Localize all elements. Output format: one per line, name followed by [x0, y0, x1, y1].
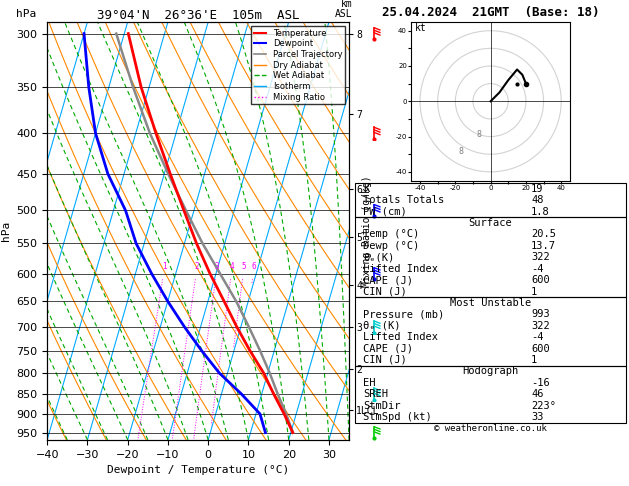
Text: 322: 322	[532, 321, 550, 331]
Text: 20.5: 20.5	[532, 229, 556, 240]
Text: Pressure (mb): Pressure (mb)	[364, 309, 445, 319]
Text: 223°: 223°	[532, 400, 556, 411]
X-axis label: Dewpoint / Temperature (°C): Dewpoint / Temperature (°C)	[107, 465, 289, 475]
Text: km
ASL: km ASL	[335, 0, 352, 19]
Text: 322: 322	[532, 252, 550, 262]
Text: Lifted Index: Lifted Index	[364, 264, 438, 274]
Text: hPa: hPa	[16, 9, 36, 19]
Text: PW (cm): PW (cm)	[364, 207, 407, 217]
Text: kt: kt	[415, 23, 426, 33]
Text: 1: 1	[532, 355, 537, 365]
Title: 39°04'N  26°36'E  105m  ASL: 39°04'N 26°36'E 105m ASL	[97, 9, 299, 22]
Text: 8: 8	[459, 147, 464, 156]
Text: 13.7: 13.7	[532, 241, 556, 251]
Text: Lifted Index: Lifted Index	[364, 332, 438, 342]
Text: Temp (°C): Temp (°C)	[364, 229, 420, 240]
Text: 600: 600	[532, 275, 550, 285]
Text: θₑ(K): θₑ(K)	[364, 252, 395, 262]
Text: 19: 19	[532, 184, 543, 194]
Text: EH: EH	[364, 378, 376, 388]
Bar	[355, 183, 626, 217]
Text: StmSpd (kt): StmSpd (kt)	[364, 412, 432, 422]
Text: 2: 2	[194, 261, 199, 271]
Text: CAPE (J): CAPE (J)	[364, 344, 413, 353]
Bar	[355, 365, 626, 423]
Text: 4: 4	[230, 261, 234, 271]
Text: 1.8: 1.8	[532, 207, 550, 217]
Bar	[355, 217, 626, 297]
Text: 1: 1	[532, 287, 537, 296]
Text: -4: -4	[532, 332, 543, 342]
Text: -16: -16	[532, 378, 550, 388]
Text: 3: 3	[214, 261, 219, 271]
Text: Totals Totals: Totals Totals	[364, 195, 445, 205]
Bar	[355, 297, 626, 365]
Text: StmDir: StmDir	[364, 400, 401, 411]
Text: 46: 46	[532, 389, 543, 399]
Text: 1: 1	[162, 261, 166, 271]
Text: 6: 6	[252, 261, 256, 271]
Text: 5: 5	[242, 261, 246, 271]
Y-axis label: hPa: hPa	[1, 221, 11, 241]
Text: -4: -4	[532, 264, 543, 274]
Text: 33: 33	[532, 412, 543, 422]
Text: CIN (J): CIN (J)	[364, 287, 407, 296]
Text: 993: 993	[532, 309, 550, 319]
Text: 25.04.2024  21GMT  (Base: 18): 25.04.2024 21GMT (Base: 18)	[382, 6, 599, 19]
Text: SREH: SREH	[364, 389, 389, 399]
Text: CAPE (J): CAPE (J)	[364, 275, 413, 285]
Text: K: K	[364, 184, 370, 194]
Legend: Temperature, Dewpoint, Parcel Trajectory, Dry Adiabat, Wet Adiabat, Isotherm, Mi: Temperature, Dewpoint, Parcel Trajectory…	[251, 26, 345, 104]
Text: 8: 8	[477, 130, 482, 139]
Text: CIN (J): CIN (J)	[364, 355, 407, 365]
Text: Mixing Ratio (g/kg): Mixing Ratio (g/kg)	[362, 175, 372, 287]
Text: Most Unstable: Most Unstable	[450, 298, 532, 308]
Text: © weatheronline.co.uk: © weatheronline.co.uk	[434, 424, 547, 433]
Text: Hodograph: Hodograph	[462, 366, 519, 376]
Text: Dewp (°C): Dewp (°C)	[364, 241, 420, 251]
Text: 600: 600	[532, 344, 550, 353]
Text: 48: 48	[532, 195, 543, 205]
Text: Surface: Surface	[469, 218, 513, 228]
Text: θₑ (K): θₑ (K)	[364, 321, 401, 331]
